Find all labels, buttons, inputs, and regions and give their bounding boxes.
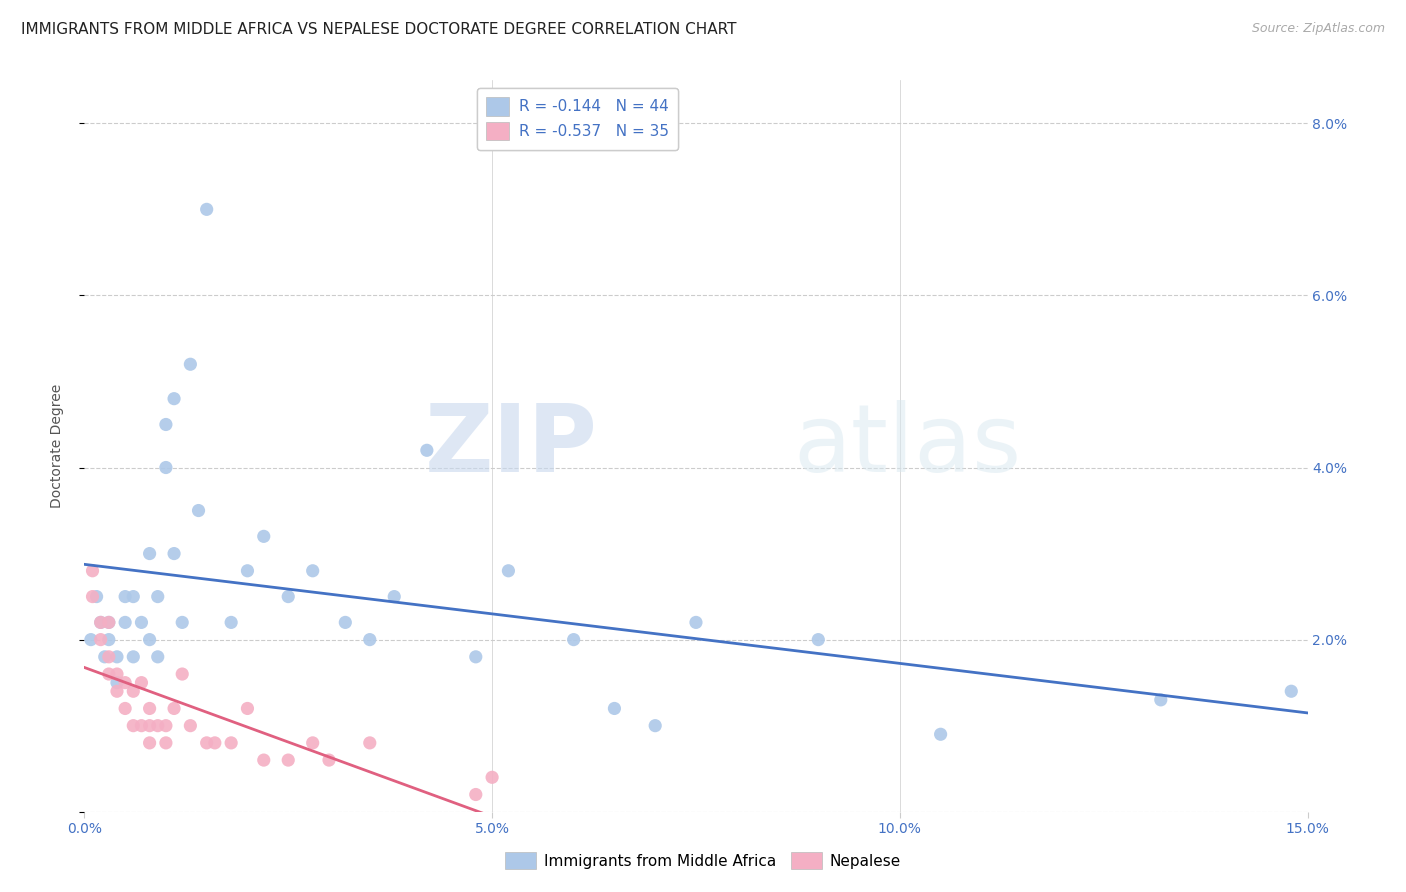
- Point: [603, 701, 626, 715]
- Point: [1150, 693, 1173, 707]
- Point: [179, 357, 201, 371]
- Point: [97, 667, 120, 681]
- Point: [90, 615, 112, 630]
- Point: [122, 684, 145, 698]
- Point: [97, 615, 120, 630]
- Point: [138, 632, 160, 647]
- Point: [146, 719, 169, 733]
- Point: [155, 417, 177, 432]
- Point: [122, 590, 145, 604]
- Point: [97, 649, 120, 664]
- Point: [86, 590, 108, 604]
- Point: [122, 719, 145, 733]
- Point: [498, 564, 520, 578]
- Point: [82, 590, 104, 604]
- Point: [146, 590, 169, 604]
- Point: [929, 727, 952, 741]
- Point: [138, 719, 160, 733]
- Point: [146, 649, 169, 664]
- Point: [163, 392, 186, 406]
- Point: [219, 615, 242, 630]
- Point: [105, 675, 128, 690]
- Point: [97, 632, 120, 647]
- Point: [105, 684, 128, 698]
- Point: [219, 736, 242, 750]
- Point: [131, 615, 153, 630]
- Point: [80, 632, 103, 647]
- Point: [179, 719, 201, 733]
- Legend: Immigrants from Middle Africa, Nepalese: Immigrants from Middle Africa, Nepalese: [499, 846, 907, 875]
- Point: [163, 547, 186, 561]
- Point: [163, 701, 186, 715]
- Point: [204, 736, 226, 750]
- Point: [155, 719, 177, 733]
- Point: [187, 503, 209, 517]
- Text: ZIP: ZIP: [425, 400, 598, 492]
- Point: [253, 753, 276, 767]
- Point: [277, 590, 299, 604]
- Point: [105, 649, 128, 664]
- Point: [807, 632, 830, 647]
- Point: [1279, 684, 1302, 698]
- Point: [236, 564, 259, 578]
- Point: [114, 675, 136, 690]
- Point: [359, 632, 381, 647]
- Point: [335, 615, 357, 630]
- Point: [122, 649, 145, 664]
- Point: [301, 564, 323, 578]
- Point: [277, 753, 299, 767]
- Point: [416, 443, 439, 458]
- Point: [131, 675, 153, 690]
- Point: [481, 770, 503, 784]
- Point: [195, 202, 218, 217]
- Point: [253, 529, 276, 543]
- Point: [685, 615, 707, 630]
- Text: atlas: atlas: [794, 400, 1022, 492]
- Point: [138, 736, 160, 750]
- Point: [644, 719, 666, 733]
- Point: [155, 736, 177, 750]
- Point: [105, 667, 128, 681]
- Point: [114, 590, 136, 604]
- Point: [93, 649, 115, 664]
- Point: [90, 615, 112, 630]
- Y-axis label: Doctorate Degree: Doctorate Degree: [49, 384, 63, 508]
- Point: [97, 615, 120, 630]
- Text: Source: ZipAtlas.com: Source: ZipAtlas.com: [1251, 22, 1385, 36]
- Point: [82, 564, 104, 578]
- Point: [90, 632, 112, 647]
- Point: [155, 460, 177, 475]
- Point: [114, 615, 136, 630]
- Point: [138, 547, 160, 561]
- Point: [172, 667, 194, 681]
- Legend: R = -0.144   N = 44, R = -0.537   N = 35: R = -0.144 N = 44, R = -0.537 N = 35: [477, 88, 678, 150]
- Point: [318, 753, 340, 767]
- Point: [382, 590, 405, 604]
- Point: [301, 736, 323, 750]
- Point: [562, 632, 585, 647]
- Point: [464, 788, 486, 802]
- Point: [195, 736, 218, 750]
- Point: [359, 736, 381, 750]
- Point: [172, 615, 194, 630]
- Text: IMMIGRANTS FROM MIDDLE AFRICA VS NEPALESE DOCTORATE DEGREE CORRELATION CHART: IMMIGRANTS FROM MIDDLE AFRICA VS NEPALES…: [21, 22, 737, 37]
- Point: [114, 701, 136, 715]
- Point: [236, 701, 259, 715]
- Point: [464, 649, 486, 664]
- Point: [131, 719, 153, 733]
- Point: [138, 701, 160, 715]
